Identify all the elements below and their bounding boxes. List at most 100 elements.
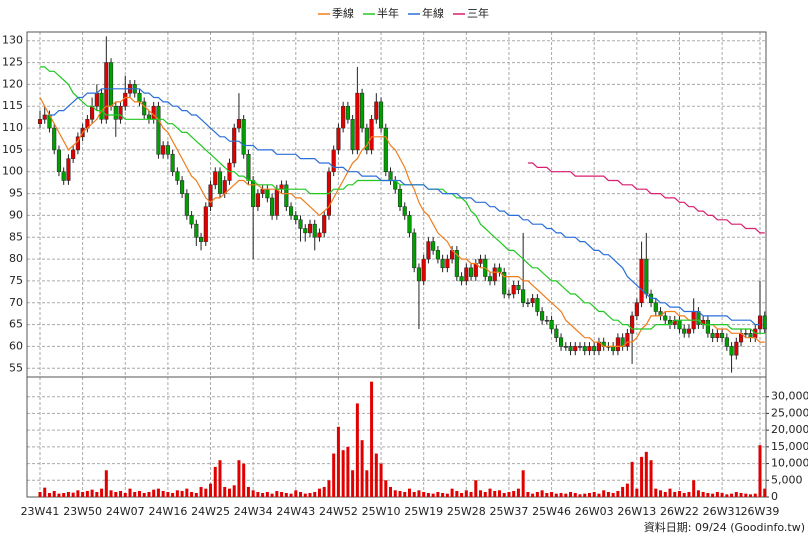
candle-body	[724, 337, 729, 347]
candle-body	[582, 346, 587, 352]
volume-bar	[85, 490, 89, 497]
candle-body	[630, 315, 635, 334]
volume-bar	[701, 491, 705, 497]
volume-bar	[398, 490, 402, 497]
legend-label: 年線	[422, 6, 444, 20]
volume-bar	[109, 490, 113, 497]
candle-body	[246, 154, 251, 181]
volume-bar	[573, 492, 577, 497]
volume-bar	[76, 490, 80, 497]
candle-body	[521, 289, 526, 304]
volume-bar	[104, 470, 108, 497]
candle-body	[232, 127, 237, 164]
candle-body	[440, 258, 445, 269]
volume-bar	[147, 491, 151, 497]
candle-body	[236, 119, 241, 129]
candle-body	[364, 127, 369, 151]
candle-body	[478, 258, 483, 264]
candle-body	[592, 346, 597, 352]
volume-bar	[569, 491, 573, 497]
x-tick-label: 24W43	[276, 505, 315, 518]
candle-body	[573, 346, 578, 352]
volume-bar	[469, 491, 473, 497]
candle-body	[307, 223, 313, 234]
volume-bar	[156, 488, 160, 497]
candle-body	[180, 180, 185, 194]
candle-body	[374, 101, 379, 120]
candle-body	[274, 188, 279, 216]
volume-bar	[564, 493, 568, 497]
candle-body	[241, 119, 246, 155]
candle-body	[469, 267, 474, 277]
candle-body	[563, 346, 568, 348]
volume-bar	[715, 491, 719, 497]
volume-bar	[649, 460, 653, 497]
volume-bar	[313, 491, 317, 497]
volume-bar	[663, 491, 667, 497]
volume-tick-label: 5,000	[771, 473, 803, 486]
candle-body	[170, 154, 175, 172]
candle-body	[729, 346, 734, 356]
volume-bar	[43, 487, 47, 497]
y-tick-label: 70	[9, 296, 23, 309]
volume-bar	[209, 483, 213, 497]
volume-bar	[137, 490, 141, 497]
volume-bar	[365, 470, 369, 497]
candle-body	[540, 311, 545, 321]
volume-bar	[412, 491, 416, 497]
ma-line	[40, 66, 765, 334]
candle-body	[289, 206, 294, 216]
x-tick-label: 26W31	[703, 505, 742, 518]
volume-bar	[47, 492, 51, 497]
volume-bar	[417, 490, 421, 497]
volume-bar	[725, 494, 729, 497]
candle-body	[217, 171, 223, 194]
volume-bar	[90, 489, 94, 497]
candle-body	[464, 267, 469, 282]
x-tick-label: 26W03	[575, 505, 614, 518]
candle-body	[118, 105, 123, 120]
candle-body	[720, 333, 725, 338]
volume-bar	[261, 492, 265, 497]
candle-body	[757, 315, 763, 330]
volume-bar	[502, 492, 506, 497]
volume-bar	[52, 490, 56, 497]
volume-bar	[370, 381, 374, 497]
volume-bar	[696, 490, 700, 497]
volume-bar	[450, 488, 454, 497]
volume-bar	[659, 490, 663, 497]
volume-bar	[621, 486, 625, 497]
volume-bar	[407, 488, 411, 497]
candle-body	[123, 92, 128, 107]
volume-bar	[38, 491, 42, 497]
volume-bar	[611, 492, 615, 497]
volume-bar	[597, 493, 601, 497]
volume-bar	[512, 490, 516, 497]
volume-bar	[497, 490, 501, 497]
volume-bar	[654, 488, 658, 497]
legend-label: 三年	[467, 6, 489, 20]
volume-bar	[322, 486, 326, 497]
y-tick-label: 120	[2, 77, 23, 90]
candle-body	[146, 114, 151, 120]
candle-body	[535, 298, 540, 312]
ma-line	[49, 88, 760, 326]
volume-bar	[630, 461, 634, 497]
volume-bar	[526, 491, 530, 497]
volume-bar	[640, 456, 644, 497]
candle-body	[99, 92, 104, 120]
volume-bar	[445, 493, 449, 497]
candle-body	[402, 206, 407, 216]
candle-body	[175, 171, 180, 181]
volume-bar	[374, 453, 378, 497]
candle-body	[421, 258, 426, 282]
candle-body	[502, 271, 507, 295]
volume-bar	[426, 492, 430, 497]
candle-body	[194, 223, 199, 238]
y-tick-label: 60	[9, 339, 23, 352]
volume-bar	[422, 491, 426, 497]
ma-line	[527, 162, 765, 234]
volume-bar	[275, 490, 279, 497]
